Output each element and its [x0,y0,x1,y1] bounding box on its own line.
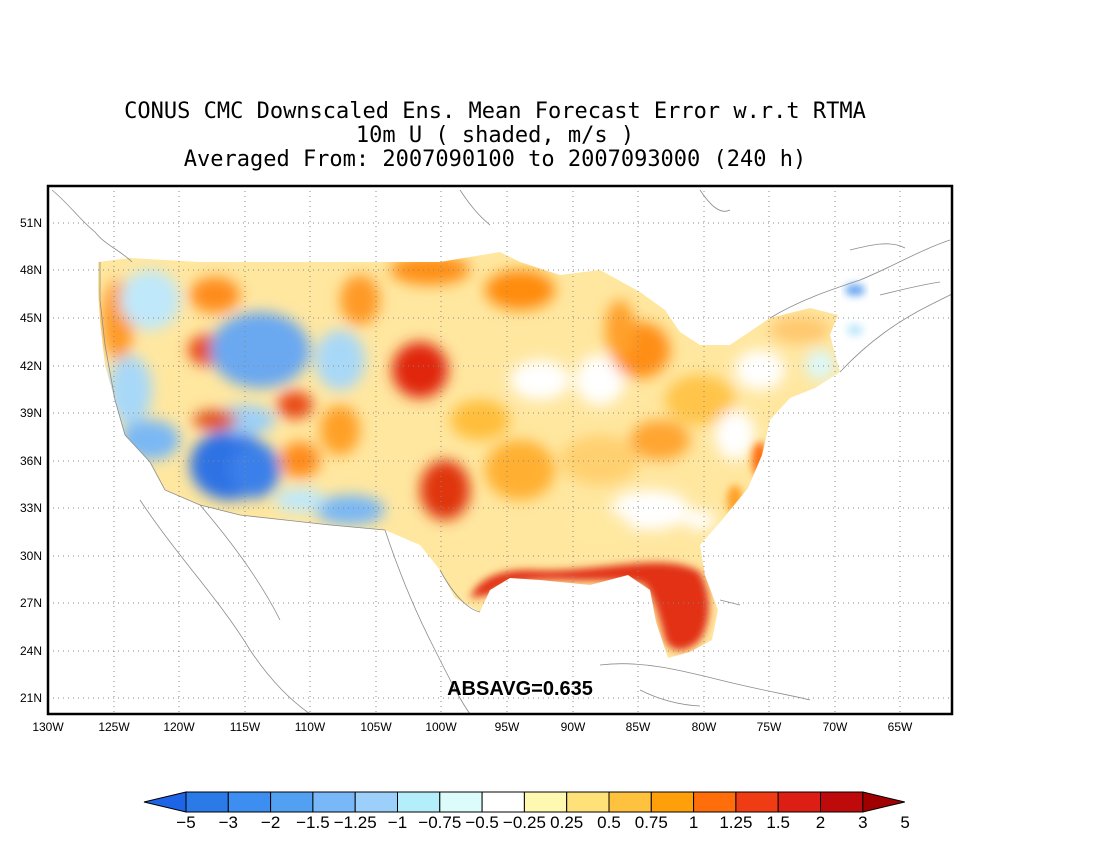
lat-tick-label: 21N [20,691,42,705]
title-line-3: Averaged From: 2007090100 to 2007093000 … [183,147,807,172]
map-frame [46,184,954,716]
lat-tick-label: 39N [20,406,42,420]
colorbar-swatch [439,791,483,813]
colorbar-label: 1.5 [766,813,790,832]
colorbar-swatch [650,791,695,813]
lon-tick-label: 75W [757,720,782,734]
lat-tick-label: 33N [20,501,42,515]
colorbar-label: −0.25 [503,813,546,832]
lat-tick-labels: 51N 48N 45N 42N 39N 36N 33N 30N 27N 24N … [20,216,42,705]
colorbar-label: 1 [689,813,698,832]
colorbar-swatch [481,791,525,813]
lon-tick-label: 100W [425,720,457,734]
colorbar-label: −0.75 [418,813,461,832]
lon-tick-label: 110W [295,720,326,734]
colorbar-swatch [608,791,652,813]
colorbar-label: 0.25 [550,813,583,832]
absavg-annotation: ABSAVG=0.635 [447,678,593,700]
lon-tick-labels: 130W 125W 120W 115W 110W 105W 100W 95W 9… [32,720,913,734]
colorbar-swatch [185,791,229,813]
lat-tick-label: 30N [20,549,42,563]
lat-tick-label: 36N [20,454,42,468]
map-grid [48,186,952,714]
lon-tick-label: 70W [823,720,848,734]
colorbar-swatch [397,791,441,813]
lon-tick-label: 115W [230,720,261,734]
colorbar-swatch [820,791,864,813]
colorbar-label: −1 [388,813,407,832]
lon-tick-label: 80W [692,720,717,734]
colorbar-label: 2 [816,813,825,832]
colorbar-swatch [777,791,822,813]
colorbar-label: −0.5 [465,813,499,832]
colorbar-swatch [227,791,272,813]
colorbar: −5 −3 −2 −1.5 −1.25 −1 −0.75 −0.5 −0.25 0.25 0.5 0.… [143,791,910,832]
colorbar-swatch [523,791,568,813]
colorbar-arrow-high [862,791,905,813]
title-line-1: CONUS CMC Downscaled Ens. Mean Forecast … [124,99,866,124]
colorbar-arrow-low [143,791,187,813]
colorbar-swatch [566,791,610,813]
colorbar-swatch [312,791,356,813]
lat-tick-label: 48N [20,263,42,277]
colorbar-label: 0.75 [635,813,668,832]
colorbar-label: 1.25 [719,813,752,832]
colorbar-label: −1.5 [296,813,330,832]
lon-tick-label: 130W [32,720,64,734]
colorbar-label: −5 [176,813,195,832]
colorbar-label: −2 [261,813,280,832]
colorbar-label: −1.25 [334,813,377,832]
colorbar-label: 3 [858,813,867,832]
title-line-2: 10m U ( shaded, m/s ) [355,123,635,148]
colorbar-swatch [270,791,314,813]
lat-tick-label: 42N [20,359,42,373]
lat-tick-label: 24N [20,644,42,658]
colorbar-label: 0.5 [597,813,621,832]
lat-tick-label: 45N [20,311,42,325]
lon-tick-label: 85W [626,720,651,734]
lat-tick-label: 51N [20,216,42,230]
colorbar-swatch [693,791,737,813]
colorbar-label: −3 [219,813,238,832]
lon-tick-label: 120W [163,720,195,734]
lon-tick-label: 90W [561,720,586,734]
colorbar-label: 5 [900,813,909,832]
colorbar-swatch [735,791,779,813]
lon-tick-label: 95W [495,720,520,734]
lon-tick-label: 105W [360,720,392,734]
lon-tick-label: 125W [98,720,130,734]
colorbar-swatch [354,791,399,813]
lon-tick-label: 65W [888,720,913,734]
figure-titles: CONUS CMC Downscaled Ens. Mean Forecast … [0,100,990,172]
lat-tick-label: 27N [20,596,42,610]
